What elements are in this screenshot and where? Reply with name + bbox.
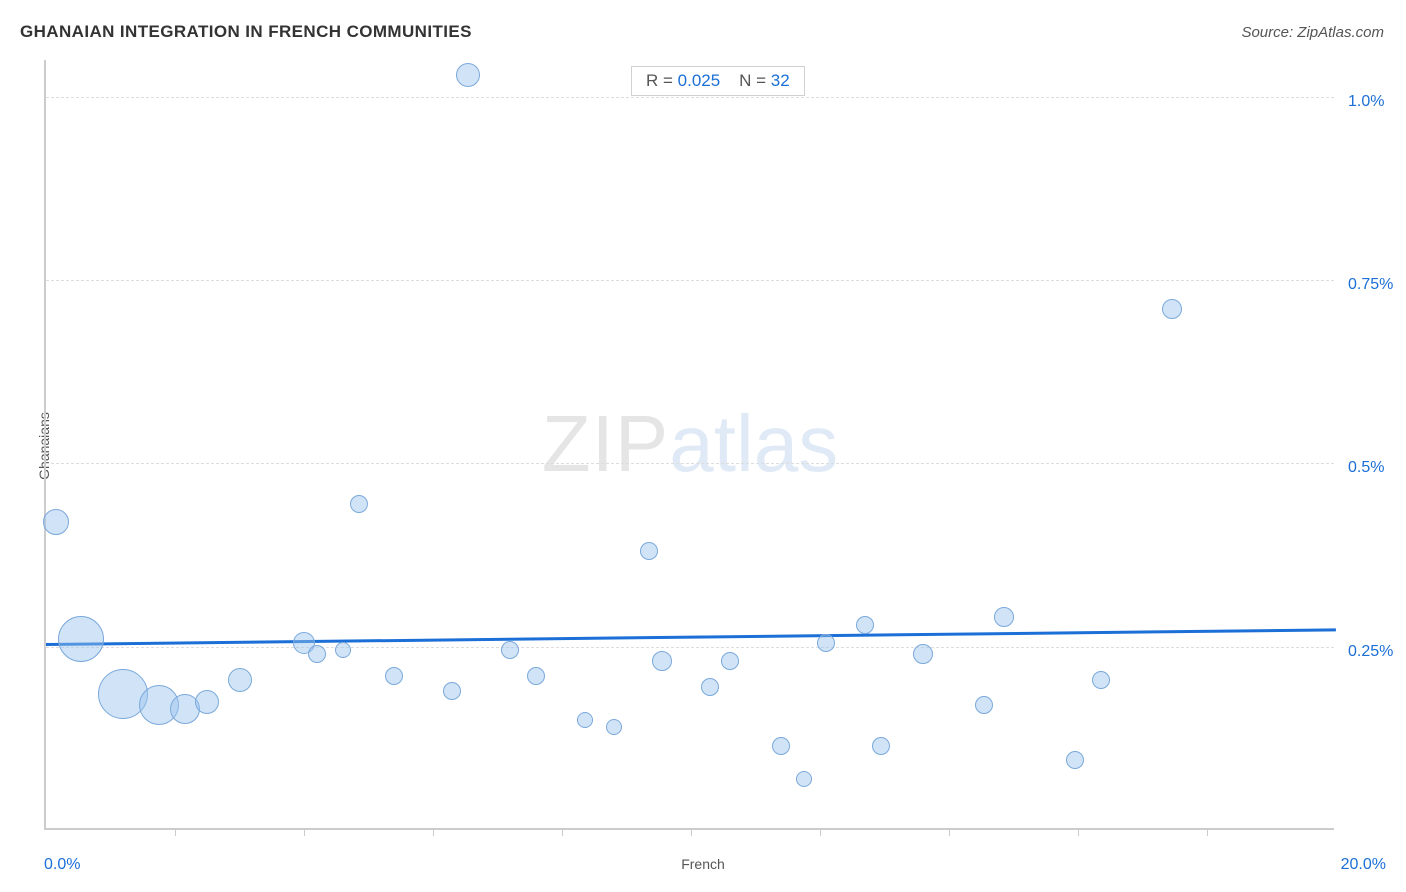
x-tick xyxy=(691,828,692,836)
chart-container: GHANAIAN INTEGRATION IN FRENCH COMMUNITI… xyxy=(0,0,1406,892)
x-tick xyxy=(175,828,176,836)
x-tick xyxy=(820,828,821,836)
grid-line xyxy=(46,97,1334,98)
stats-box: R = 0.025 N = 32 xyxy=(631,66,805,96)
data-point xyxy=(856,616,874,634)
data-point xyxy=(796,771,812,787)
chart-title: GHANAIAN INTEGRATION IN FRENCH COMMUNITI… xyxy=(20,22,472,42)
y-tick-label: 0.25% xyxy=(1348,643,1393,661)
data-point xyxy=(350,495,368,513)
y-tick-label: 0.5% xyxy=(1348,459,1384,477)
source-label: Source: ZipAtlas.com xyxy=(1241,24,1384,41)
grid-line xyxy=(46,280,1334,281)
grid-line xyxy=(46,647,1334,648)
watermark-right: atlas xyxy=(669,399,838,488)
regression-line xyxy=(46,628,1336,645)
data-point xyxy=(606,719,622,735)
data-point xyxy=(652,651,672,671)
data-point xyxy=(872,737,890,755)
x-tick xyxy=(1207,828,1208,836)
grid-line xyxy=(46,463,1334,464)
data-point xyxy=(975,696,993,714)
x-tick xyxy=(1078,828,1079,836)
data-point xyxy=(456,63,480,87)
data-point xyxy=(1162,299,1182,319)
y-tick-label: 0.75% xyxy=(1348,276,1393,294)
r-value: 0.025 xyxy=(678,71,721,90)
r-label: R = xyxy=(646,71,673,90)
data-point xyxy=(308,645,326,663)
data-point xyxy=(335,642,351,658)
watermark: ZIPatlas xyxy=(542,398,838,490)
data-point xyxy=(772,737,790,755)
data-point xyxy=(443,682,461,700)
data-point xyxy=(1092,671,1110,689)
data-point xyxy=(577,712,593,728)
data-point xyxy=(1066,751,1084,769)
data-point xyxy=(913,644,933,664)
data-point xyxy=(817,634,835,652)
x-axis-max-label: 20.0% xyxy=(1341,856,1386,874)
data-point xyxy=(195,690,219,714)
x-tick xyxy=(949,828,950,836)
plot-area: ZIPatlas R = 0.025 N = 32 0.25%0.5%0.75%… xyxy=(44,60,1334,830)
data-point xyxy=(385,667,403,685)
n-label: N = xyxy=(739,71,766,90)
data-point xyxy=(994,607,1014,627)
data-point xyxy=(43,509,69,535)
x-axis-label: French xyxy=(681,856,725,872)
watermark-left: ZIP xyxy=(542,399,669,488)
x-tick xyxy=(562,828,563,836)
data-point xyxy=(640,542,658,560)
data-point xyxy=(527,667,545,685)
data-point xyxy=(501,641,519,659)
data-point xyxy=(58,616,104,662)
n-value: 32 xyxy=(771,71,790,90)
y-tick-label: 1.0% xyxy=(1348,93,1384,111)
data-point xyxy=(721,652,739,670)
data-point xyxy=(228,668,252,692)
x-tick xyxy=(433,828,434,836)
x-axis-min-label: 0.0% xyxy=(44,856,80,874)
data-point xyxy=(701,678,719,696)
x-tick xyxy=(304,828,305,836)
